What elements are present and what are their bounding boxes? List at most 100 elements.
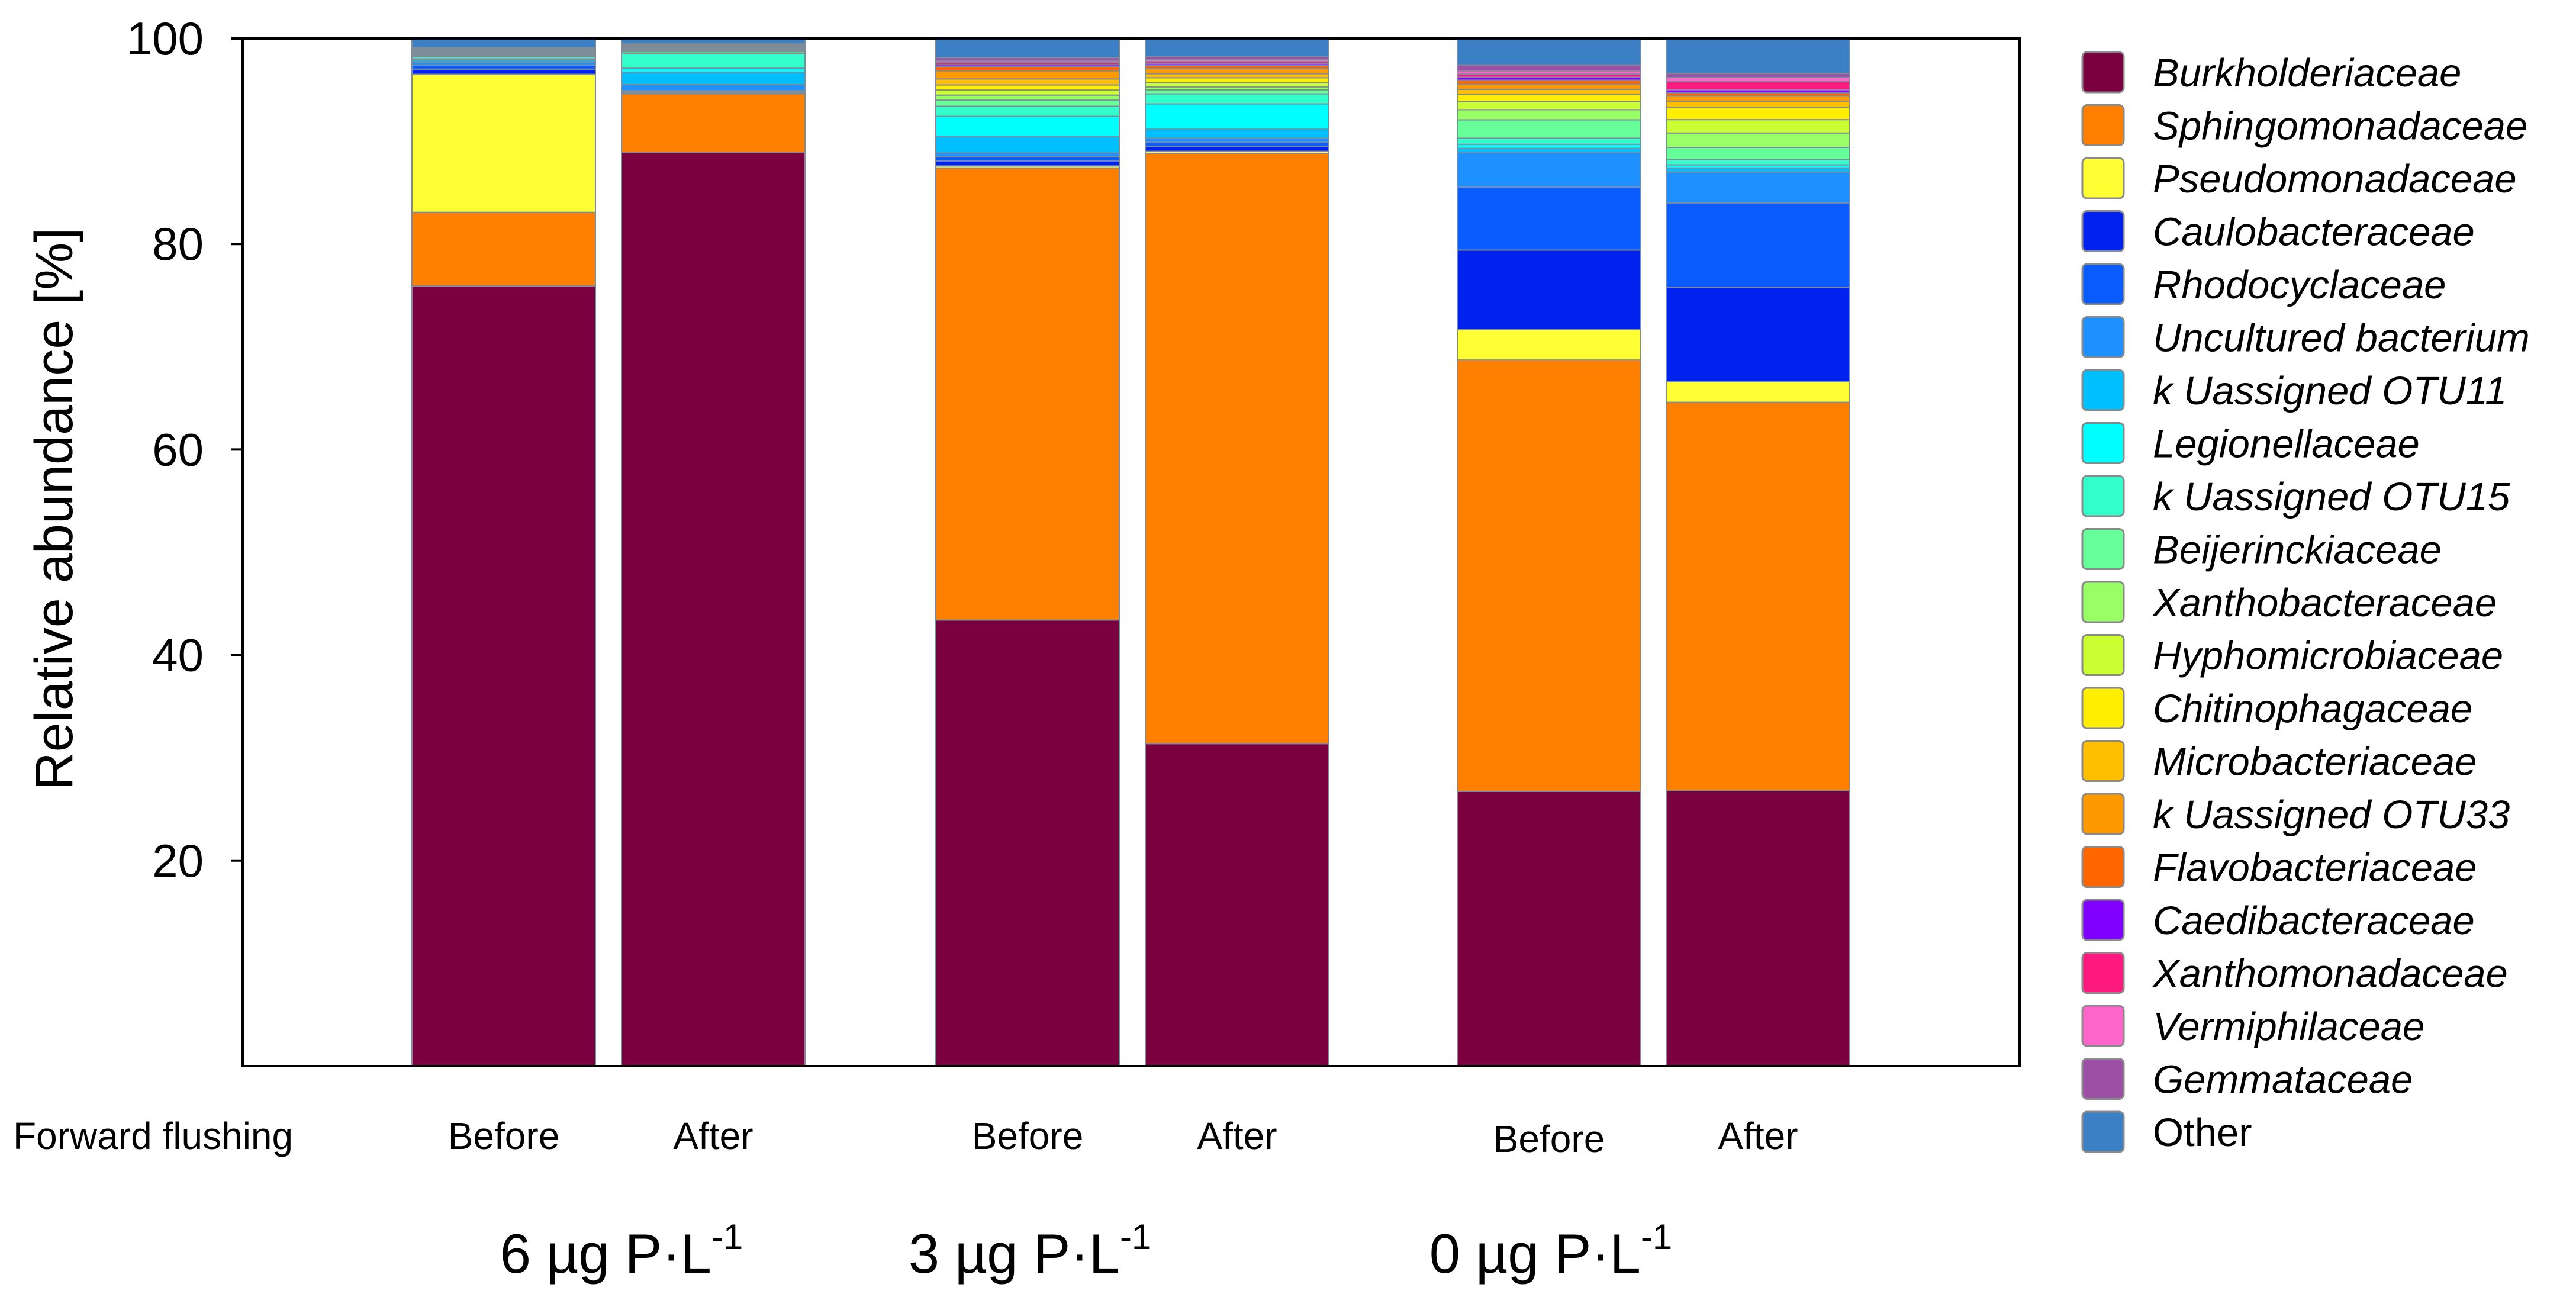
legend-label-flavobacteriaceae: Flavobacteriaceae — [2153, 846, 2477, 890]
bar-6-caulobacteraceae — [1666, 287, 1850, 382]
bar-3-caulobacteraceae — [935, 160, 1120, 167]
group-label-3: 0 µg P·L-1 — [1429, 1217, 1673, 1285]
bar-1-other — [411, 38, 596, 49]
legend-swatch-uncultured-bacterium — [2081, 316, 2125, 358]
bar-6-hyphomicrobiaceae — [1666, 119, 1850, 134]
bar-2-burkholderiaceae — [621, 152, 806, 1067]
legend-swatch-xanthomonadaceae — [2081, 952, 2125, 994]
bar-4-k-uassigned-otu15 — [1145, 93, 1329, 105]
category-labels: Before After Before After Before After — [448, 1115, 1798, 1160]
bar-5-hyphomicrobiaceae — [1457, 101, 1641, 111]
legend-swatch-gemmataceae — [2081, 1058, 2125, 1100]
bar-6-gemmataceae — [1666, 73, 1850, 78]
legend-swatch-vermiphilaceae — [2081, 1005, 2125, 1047]
legend-label-xanthomonadaceae: Xanthomonadaceae — [2152, 952, 2508, 996]
bar-3-uncultured-bacterium — [935, 152, 1120, 157]
category-label-5: Before — [1493, 1118, 1605, 1160]
legend-swatch-sphingomonadaceae — [2081, 104, 2125, 146]
legend-swatch-k-uassigned-otu11 — [2081, 369, 2125, 411]
bar-1-caulobacteraceae — [411, 68, 596, 75]
bar-2-legionellaceae — [621, 67, 806, 73]
y-tick-label-20: 20 — [152, 835, 204, 887]
bar-1-rhodocyclaceae — [411, 64, 596, 70]
bar-6-rhodocyclaceae — [1666, 202, 1850, 288]
y-tick-label-80: 80 — [152, 218, 204, 270]
bar-5-burkholderiaceae — [1457, 790, 1641, 1067]
bar-2-sphingomonadaceae — [621, 93, 806, 153]
bar-5-rhodocyclaceae — [1457, 186, 1641, 251]
legend-label-other: Other — [2153, 1110, 2252, 1155]
legend-swatch-microbacteriaceae — [2081, 740, 2125, 782]
legend-swatch-caulobacteraceae — [2081, 210, 2125, 252]
bar-3-other — [935, 38, 1120, 59]
category-label-3: Before — [972, 1115, 1084, 1157]
bar-6-uncultured-bacterium — [1666, 171, 1850, 204]
row-label-forward-flushing: Forward flushing — [13, 1115, 293, 1157]
bar-2-k-uassigned-otu11 — [621, 72, 806, 86]
bar-6-k-uassigned-otu33 — [1666, 95, 1850, 102]
legend-label-rhodocyclaceae: Rhodocyclaceae — [2153, 263, 2446, 307]
bar-5-other — [1457, 38, 1641, 66]
legend-label-caedibacteraceae: Caedibacteraceae — [2153, 899, 2475, 943]
bar-4-other — [1145, 38, 1329, 57]
bar-3-k-uassigned-otu33 — [935, 70, 1120, 80]
bar-5-sphingomonadaceae — [1457, 359, 1641, 792]
bar-3-k-uassigned-otu11 — [935, 136, 1120, 154]
bar-5-beijerinckiaceae — [1457, 119, 1641, 139]
bar-4-rhodocyclaceae — [1145, 141, 1329, 147]
legend-label-vermiphilaceae: Vermiphilaceae — [2153, 1005, 2424, 1049]
legend-label-xanthobacteraceae: Xanthobacteraceae — [2152, 581, 2497, 625]
legend-label-sphingomonadaceae: Sphingomonadaceae — [2153, 104, 2527, 149]
bar-5-legionellaceae — [1457, 143, 1641, 149]
legend-swatch-rhodocyclaceae — [2081, 263, 2125, 305]
legend-label-beijerinckiaceae: Beijerinckiaceae — [2153, 528, 2442, 572]
group-label-2: 3 µg P·L-1 — [909, 1217, 1152, 1285]
bar-6-pseudomonadaceae — [1666, 381, 1850, 403]
bars-layer — [411, 38, 1850, 1067]
legend-label-burkholderiaceae: Burkholderiaceae — [2153, 51, 2461, 95]
bar-3-xanthobacteraceae — [935, 94, 1120, 101]
bar-5-k-uassigned-otu33 — [1457, 83, 1641, 90]
legend-swatch-flavobacteriaceae — [2081, 846, 2125, 888]
bar-6-burkholderiaceae — [1666, 790, 1850, 1067]
y-tick-label-100: 100 — [127, 12, 204, 65]
bar-6-k-uassigned-otu11 — [1666, 167, 1850, 173]
y-tick-label-60: 60 — [152, 423, 204, 475]
bar-3-burkholderiaceae — [935, 619, 1120, 1067]
bar-6-k-uassigned-otu15 — [1666, 159, 1850, 166]
bar-5-gemmataceae — [1457, 64, 1641, 72]
bar-1-pseudomonadaceae — [411, 73, 596, 213]
bar-6-microbacteriaceae — [1666, 100, 1850, 108]
legend-label-k-uassigned-otu11: k Uassigned OTU11 — [2153, 369, 2507, 413]
category-label-2: After — [673, 1115, 753, 1157]
bar-4-k-uassigned-otu11 — [1145, 128, 1329, 139]
bar-3-chitinophagaceae — [935, 84, 1120, 91]
bar-4-caulobacteraceae — [1145, 146, 1329, 152]
bar-3-k-uassigned-otu15 — [935, 105, 1120, 117]
y-axis-label: Relative abundance [%] — [25, 228, 84, 791]
bar-6-chitinophagaceae — [1666, 107, 1850, 121]
bar-5-k-uassigned-otu15 — [1457, 137, 1641, 145]
bar-4-sphingomonadaceae — [1145, 153, 1329, 745]
bar-4-microbacteriaceae — [1145, 73, 1329, 79]
legend-swatch-pseudomonadaceae — [2081, 157, 2125, 199]
bar-4-k-uassigned-otu33 — [1145, 68, 1329, 75]
legend-label-k-uassigned-otu33: k Uassigned OTU33 — [2153, 793, 2510, 837]
bar-5-k-uassigned-otu11 — [1457, 147, 1641, 153]
legend-label-k-uassigned-otu15: k Uassigned OTU15 — [2153, 475, 2510, 519]
legend-swatch-beijerinckiaceae — [2081, 528, 2125, 570]
legend-swatch-hyphomicrobiaceae — [2081, 634, 2125, 676]
bar-3-hyphomicrobiaceae — [935, 89, 1120, 96]
legend-label-gemmataceae: Gemmataceae — [2153, 1058, 2413, 1102]
bar-3-sphingomonadaceae — [935, 167, 1120, 621]
bar-3-flavobacteriaceae — [935, 66, 1120, 72]
bar-2-uncultured-bacterium — [621, 84, 806, 92]
legend-label-legionellaceae: Legionellaceae — [2153, 422, 2420, 466]
legend-swatch-k-uassigned-otu15 — [2081, 475, 2125, 517]
category-label-6: After — [1718, 1115, 1798, 1157]
y-axis: 20 40 60 80 100 — [127, 12, 243, 887]
bar-5-uncultured-bacterium — [1457, 152, 1641, 188]
bar-5-flavobacteriaceae — [1457, 79, 1641, 85]
legend-label-chitinophagaceae: Chitinophagaceae — [2153, 687, 2472, 731]
